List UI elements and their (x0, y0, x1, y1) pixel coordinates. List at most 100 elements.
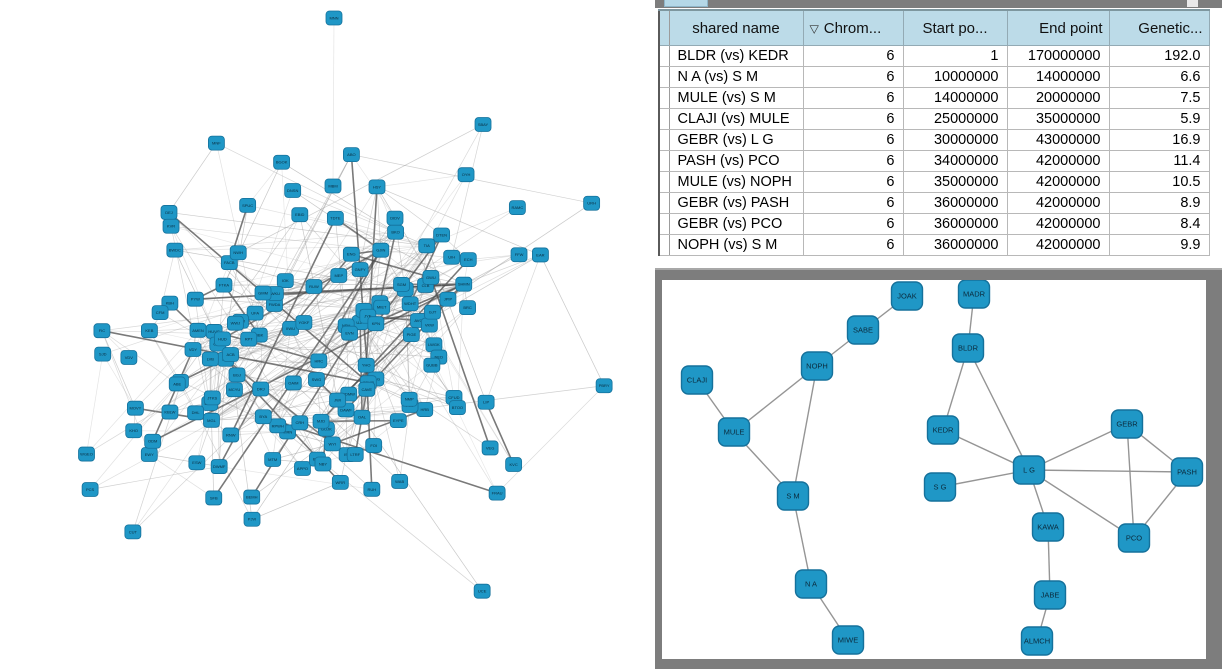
network-node[interactable]: RPWH (269, 418, 287, 434)
network-node[interactable]: YGKF (295, 315, 313, 330)
network-node[interactable]: KHO (125, 423, 143, 439)
network-node[interactable]: CLAJI (680, 365, 714, 395)
network-node[interactable]: BGJ (228, 367, 246, 383)
cell[interactable]: 6 (802, 87, 904, 109)
network-node[interactable]: ECH (459, 252, 477, 268)
network-node[interactable]: L G (1012, 455, 1046, 485)
column-header-startpo[interactable]: Start po... (902, 9, 1008, 46)
network-node[interactable]: EVN (341, 325, 358, 341)
cell[interactable]: 6.6 (1108, 66, 1210, 88)
network-node[interactable]: PIGE (402, 327, 420, 343)
network-node[interactable]: JPIP (439, 291, 457, 307)
column-header-sharedname[interactable]: shared name (668, 9, 804, 46)
filter-icon[interactable]: ▽ (809, 22, 819, 35)
cell[interactable]: 7.5 (1108, 87, 1210, 109)
network-node[interactable]: DEJ (160, 205, 178, 220)
cell[interactable]: BLDR (vs) KEDR (668, 45, 804, 67)
cell[interactable]: 8.9 (1108, 192, 1210, 214)
cell[interactable]: 42000000 (1006, 150, 1110, 172)
column-header-genetic[interactable]: Genetic... (1108, 9, 1210, 46)
network-node[interactable]: BEMH (243, 489, 261, 505)
network-node[interactable]: FTKA (215, 277, 233, 293)
network-node[interactable]: S M (776, 481, 810, 511)
cell[interactable]: 10.5 (1108, 171, 1210, 193)
network-node[interactable]: AMEN (189, 322, 207, 338)
network-node[interactable]: SPUC (239, 197, 257, 213)
network-node[interactable]: WAB (391, 474, 409, 489)
network-node[interactable]: WYI (323, 436, 341, 452)
network-node[interactable]: EBID (291, 207, 309, 223)
network-node[interactable]: CAVE (358, 381, 376, 397)
network-node[interactable]: ABE (168, 376, 186, 392)
network-node[interactable]: VDY (184, 342, 202, 357)
cell[interactable]: 42000000 (1006, 192, 1110, 214)
network-node[interactable]: BKO (387, 224, 404, 240)
network-node[interactable]: LTRF (346, 447, 364, 462)
table-row[interactable]: GEBR (vs) PASH 6 36000000 42000000 8.9 (658, 192, 1210, 214)
network-node[interactable]: CRH (291, 415, 309, 431)
cell[interactable]: 6 (802, 213, 904, 235)
network-node[interactable]: KEDR (926, 415, 960, 445)
network-node[interactable]: SJD (94, 346, 112, 362)
cell[interactable]: N A (vs) S M (668, 66, 804, 88)
table-row[interactable]: GEBR (vs) PCO 6 36000000 42000000 8.4 (658, 213, 1210, 235)
cell[interactable]: 14000000 (1006, 66, 1110, 88)
network-node[interactable]: CFM (151, 305, 169, 321)
network-node[interactable]: KPN (367, 316, 385, 332)
network-node[interactable]: PASH (1170, 457, 1204, 487)
network-node[interactable]: MIWE (831, 625, 865, 655)
network-node[interactable]: PBRY (595, 378, 613, 394)
network-node[interactable]: ENG (342, 246, 360, 262)
network-node[interactable]: UCE (473, 583, 491, 599)
cell[interactable]: CLAJI (vs) MULE (668, 108, 804, 130)
cell[interactable]: 170000000 (1006, 45, 1110, 67)
cell[interactable]: 30000000 (902, 129, 1008, 151)
subnetwork-canvas[interactable]: JOAK MADR SABE NOPH BLDR CLAJI MULE KEDR GEBR L G… (662, 280, 1206, 659)
network-node[interactable]: JWI (329, 392, 346, 408)
network-node[interactable]: UIH (443, 249, 461, 265)
network-node[interactable]: MTM (264, 452, 282, 467)
cell[interactable]: 5.9 (1108, 108, 1210, 130)
network-node[interactable]: BYA (254, 409, 272, 425)
column-header-endpoint[interactable]: End point (1006, 9, 1110, 46)
cell[interactable]: 14000000 (902, 87, 1008, 109)
cell[interactable]: 6 (802, 45, 904, 67)
network-node[interactable]: PYW (186, 291, 204, 307)
network-edge[interactable] (792, 365, 818, 497)
network-node[interactable]: DWMF (210, 459, 228, 474)
cell[interactable]: 35000000 (1006, 108, 1110, 130)
table-row[interactable]: PASH (vs) PCO 6 34000000 42000000 11.4 (658, 150, 1210, 172)
network-node[interactable]: FIC (93, 323, 111, 339)
network-node[interactable]: RUH (363, 481, 381, 497)
network-node[interactable]: OAL (353, 409, 371, 425)
network-node[interactable]: LVB (201, 351, 219, 367)
network-node[interactable]: MGL (203, 412, 220, 428)
network-node[interactable]: SWG (308, 372, 325, 387)
cell[interactable]: 6 (802, 234, 904, 256)
network-node[interactable]: PCS (81, 482, 99, 497)
network-node[interactable]: APPO (294, 461, 311, 476)
network-node[interactable]: RAMC (508, 200, 526, 216)
network-node[interactable]: GEBR (1110, 409, 1144, 439)
cell[interactable]: GEBR (vs) PASH (668, 192, 804, 214)
network-node[interactable]: PCO (1117, 523, 1151, 553)
network-node[interactable]: BWDC (166, 242, 184, 258)
network-node[interactable]: GJIN (372, 242, 390, 258)
network-node[interactable]: ALMCH (1020, 626, 1054, 656)
network-node[interactable]: IIWU (282, 321, 299, 336)
network-node[interactable]: MBM (324, 178, 342, 194)
network-node[interactable]: MIET (373, 299, 391, 315)
cell[interactable]: 8.4 (1108, 213, 1210, 235)
network-node[interactable]: VKW (420, 317, 438, 333)
cell[interactable]: 20000000 (1006, 87, 1110, 109)
table-row[interactable]: N A (vs) S M 6 10000000 14000000 6.6 (658, 66, 1210, 88)
network-node[interactable]: PJVI (243, 511, 261, 527)
table-row[interactable]: GEBR (vs) L G 6 30000000 43000000 16.9 (658, 129, 1210, 151)
network-node[interactable]: VEG (481, 440, 499, 456)
network-node[interactable]: URH (583, 195, 601, 211)
network-node[interactable]: FRAU (488, 485, 506, 501)
network-node[interactable]: EWY (140, 447, 158, 462)
network-node[interactable]: UFA (246, 305, 264, 321)
network-node[interactable]: TDTE (326, 210, 344, 226)
network-node[interactable]: WWJ (226, 315, 244, 331)
